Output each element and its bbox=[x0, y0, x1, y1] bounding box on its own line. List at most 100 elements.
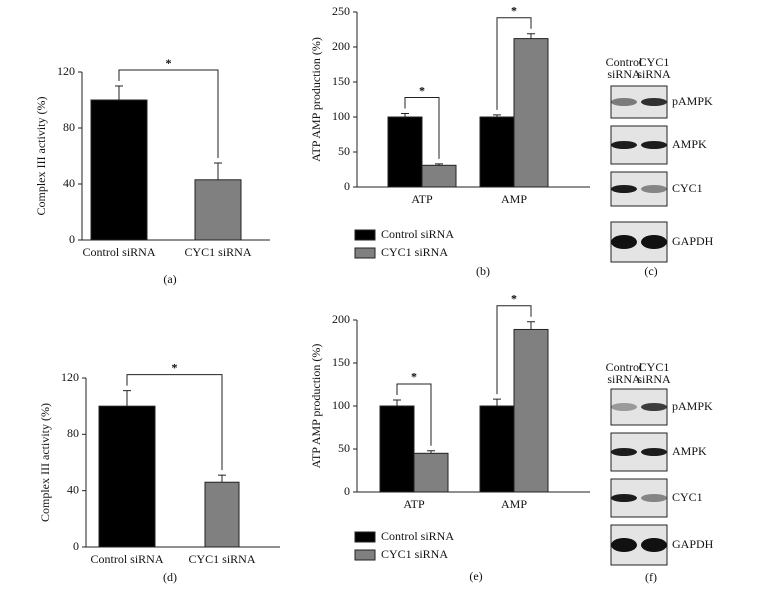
legend-swatch bbox=[354, 549, 376, 561]
error-bar bbox=[214, 162, 222, 180]
bar bbox=[98, 405, 156, 548]
lane-label: CYC1 bbox=[639, 55, 670, 69]
y-tick-label: 50 bbox=[338, 144, 350, 158]
row-label: pAMPK bbox=[672, 94, 713, 108]
panel-caption: (b) bbox=[476, 264, 490, 278]
significance-bracket bbox=[496, 17, 532, 110]
error-bar bbox=[393, 399, 401, 406]
bar bbox=[387, 116, 423, 188]
legend-swatch bbox=[354, 247, 376, 259]
blot-band bbox=[611, 538, 637, 552]
error-bar bbox=[493, 398, 501, 406]
panel-caption: (c) bbox=[644, 264, 657, 278]
row-label: GAPDH bbox=[672, 234, 714, 248]
bar bbox=[379, 405, 415, 493]
significance-bracket bbox=[126, 374, 223, 471]
bar bbox=[479, 116, 515, 188]
y-tick-label: 40 bbox=[63, 176, 75, 190]
blot-band bbox=[611, 141, 637, 149]
y-tick-label: 80 bbox=[63, 120, 75, 134]
blot-band bbox=[641, 448, 667, 456]
y-tick-label: 0 bbox=[73, 539, 79, 553]
significance-label: * bbox=[419, 83, 425, 97]
bar bbox=[479, 405, 515, 493]
error-bar bbox=[527, 321, 535, 330]
significance-label: * bbox=[166, 56, 172, 70]
lane-label: siRNA bbox=[607, 372, 641, 386]
blot-band bbox=[611, 494, 637, 502]
lane-label: CYC1 bbox=[639, 360, 670, 374]
legend-swatch bbox=[354, 531, 376, 543]
panel-caption: (d) bbox=[163, 570, 177, 584]
bar bbox=[413, 452, 449, 493]
lane-label: Control bbox=[606, 55, 643, 69]
x-tick-label: AMP bbox=[501, 192, 527, 206]
error-bar bbox=[401, 113, 409, 117]
y-tick-label: 80 bbox=[67, 426, 79, 440]
legend-swatch bbox=[354, 229, 376, 241]
bar bbox=[513, 38, 549, 188]
lane-label: siRNA bbox=[637, 372, 671, 386]
y-axis-label: ATP AMP production (%) bbox=[309, 37, 323, 162]
error-bar bbox=[493, 114, 501, 117]
row-label: AMPK bbox=[672, 444, 707, 458]
x-tick-label: CYC1 siRNA bbox=[188, 552, 255, 566]
blot-band bbox=[641, 235, 667, 249]
y-tick-label: 50 bbox=[338, 441, 350, 455]
panel-caption: (f) bbox=[645, 570, 657, 584]
legend-label: Control siRNA bbox=[381, 529, 454, 543]
y-tick-label: 100 bbox=[332, 398, 350, 412]
error-bar bbox=[427, 450, 435, 454]
significance-bracket bbox=[496, 305, 532, 395]
y-axis-label: ATP AMP production (%) bbox=[309, 344, 323, 469]
row-label: CYC1 bbox=[672, 181, 703, 195]
blot-band bbox=[641, 494, 667, 502]
row-label: CYC1 bbox=[672, 490, 703, 504]
bar bbox=[513, 328, 549, 493]
lane-label: siRNA bbox=[607, 67, 641, 81]
legend-label: CYC1 siRNA bbox=[381, 245, 448, 259]
row-label: pAMPK bbox=[672, 399, 713, 413]
significance-bracket bbox=[118, 69, 219, 158]
blot-band bbox=[611, 185, 637, 193]
significance-bracket bbox=[404, 97, 440, 159]
legend-label: CYC1 siRNA bbox=[381, 547, 448, 561]
blot-band bbox=[641, 403, 667, 411]
y-tick-label: 0 bbox=[69, 232, 75, 246]
legend-label: Control siRNA bbox=[381, 227, 454, 241]
lane-label: siRNA bbox=[637, 67, 671, 81]
error-bar bbox=[527, 33, 535, 39]
blot-band bbox=[641, 141, 667, 149]
error-bar bbox=[123, 390, 131, 407]
y-tick-label: 0 bbox=[344, 484, 350, 498]
error-bar bbox=[435, 163, 443, 166]
y-tick-label: 40 bbox=[67, 482, 79, 496]
y-tick-label: 150 bbox=[332, 74, 350, 88]
bar bbox=[90, 99, 148, 241]
bar bbox=[194, 179, 242, 241]
error-bar bbox=[218, 474, 226, 483]
x-tick-label: ATP bbox=[411, 192, 433, 206]
y-axis-label: Complex III activity (%) bbox=[38, 403, 52, 522]
blot-band bbox=[641, 185, 667, 193]
y-tick-label: 100 bbox=[332, 109, 350, 123]
error-bar bbox=[115, 85, 123, 100]
significance-label: * bbox=[511, 291, 517, 305]
y-tick-label: 150 bbox=[332, 355, 350, 369]
x-tick-label: ATP bbox=[403, 497, 425, 511]
row-label: GAPDH bbox=[672, 537, 714, 551]
bar bbox=[204, 481, 240, 548]
row-label: AMPK bbox=[672, 137, 707, 151]
blot-band bbox=[641, 98, 667, 106]
y-tick-label: 120 bbox=[61, 370, 79, 384]
panel-caption: (e) bbox=[469, 569, 482, 583]
y-tick-label: 200 bbox=[332, 312, 350, 326]
significance-label: * bbox=[511, 3, 517, 17]
x-tick-label: Control siRNA bbox=[82, 245, 155, 259]
y-tick-label: 0 bbox=[344, 179, 350, 193]
x-tick-label: AMP bbox=[501, 497, 527, 511]
significance-label: * bbox=[172, 360, 178, 374]
y-tick-label: 200 bbox=[332, 39, 350, 53]
blot-band bbox=[611, 98, 637, 106]
blot-band bbox=[611, 235, 637, 249]
